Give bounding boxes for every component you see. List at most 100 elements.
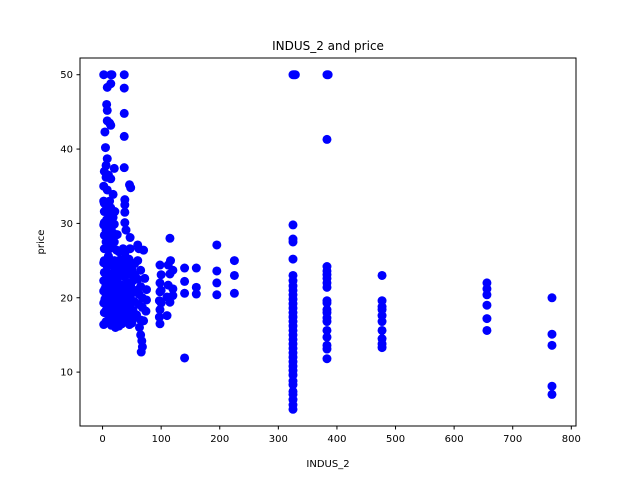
data-point xyxy=(119,131,129,141)
data-point xyxy=(165,233,175,243)
data-point xyxy=(102,105,112,115)
data-point xyxy=(377,343,387,353)
data-point xyxy=(322,298,332,308)
data-point xyxy=(126,183,136,193)
data-point xyxy=(100,143,110,153)
data-point xyxy=(108,189,118,199)
data-point xyxy=(377,317,387,327)
data-point xyxy=(107,70,117,80)
data-point xyxy=(99,70,109,80)
x-tick-label: 800 xyxy=(562,434,581,445)
data-point xyxy=(165,297,175,307)
data-point xyxy=(288,220,298,230)
data-point xyxy=(377,325,387,335)
data-point xyxy=(139,316,149,326)
data-point xyxy=(141,306,151,316)
data-point xyxy=(156,270,166,280)
data-point xyxy=(102,154,112,164)
data-point xyxy=(119,70,129,80)
data-point xyxy=(288,380,298,390)
data-point xyxy=(322,134,332,144)
x-tick-label: 600 xyxy=(445,434,464,445)
data-point xyxy=(547,340,557,350)
data-point xyxy=(212,278,222,288)
x-tick-label: 700 xyxy=(503,434,522,445)
data-point xyxy=(322,325,332,335)
data-point xyxy=(120,218,130,228)
data-point xyxy=(136,347,146,357)
data-point xyxy=(156,298,166,308)
x-tick-label: 200 xyxy=(210,434,229,445)
data-point xyxy=(155,305,165,315)
data-point xyxy=(229,288,239,298)
y-tick-label: 50 xyxy=(60,70,73,81)
data-point xyxy=(100,127,110,137)
data-point xyxy=(229,256,239,266)
y-tick-label: 40 xyxy=(60,145,73,156)
data-point xyxy=(212,290,222,300)
data-point xyxy=(290,70,300,80)
data-point xyxy=(99,320,109,330)
y-axis-label: price xyxy=(36,230,47,255)
data-point xyxy=(288,254,298,264)
data-point xyxy=(322,344,332,354)
x-tick-label: 400 xyxy=(327,434,346,445)
data-point xyxy=(547,389,557,399)
data-point xyxy=(322,354,332,364)
data-point xyxy=(229,270,239,280)
data-point xyxy=(322,332,332,342)
data-point xyxy=(165,269,175,279)
data-point xyxy=(109,163,119,173)
data-point xyxy=(155,260,165,270)
data-point xyxy=(323,70,333,80)
data-point xyxy=(482,325,492,335)
data-point xyxy=(139,245,149,255)
data-point xyxy=(105,244,115,254)
data-point xyxy=(142,295,151,305)
data-point xyxy=(140,273,150,283)
y-tick-label: 30 xyxy=(60,219,73,230)
data-point xyxy=(125,320,135,330)
data-point xyxy=(288,237,298,247)
y-tick-label: 10 xyxy=(60,368,73,379)
data-point xyxy=(180,263,190,273)
x-tick-label: 300 xyxy=(269,434,288,445)
data-points xyxy=(99,70,557,414)
data-point xyxy=(142,285,151,295)
data-point xyxy=(119,108,129,118)
data-point xyxy=(547,381,557,391)
data-point xyxy=(119,163,129,173)
x-axis-label: INDUS_2 xyxy=(306,459,349,470)
data-point xyxy=(120,207,130,217)
data-point xyxy=(162,311,172,321)
data-point xyxy=(155,278,165,288)
data-point xyxy=(180,353,190,363)
x-tick-label: 0 xyxy=(99,434,105,445)
data-point xyxy=(180,276,190,286)
data-point xyxy=(322,282,332,292)
y-tick-label: 20 xyxy=(60,293,73,304)
data-point xyxy=(212,266,222,276)
data-point xyxy=(110,322,120,332)
data-point xyxy=(155,319,165,329)
data-point xyxy=(120,200,130,210)
plot-frame xyxy=(79,57,577,427)
data-point xyxy=(119,83,129,93)
data-point xyxy=(121,225,131,235)
data-point xyxy=(112,230,122,240)
data-point xyxy=(125,233,135,243)
data-point xyxy=(191,263,201,273)
data-point xyxy=(288,404,298,414)
data-point xyxy=(155,287,165,297)
data-point xyxy=(168,284,178,294)
x-tick-label: 500 xyxy=(386,434,405,445)
data-point xyxy=(180,288,190,298)
data-point xyxy=(154,312,164,322)
data-point xyxy=(482,300,492,310)
data-point xyxy=(191,282,201,292)
chart-title: INDUS_2 and price xyxy=(272,39,384,53)
data-point xyxy=(377,270,387,280)
data-point xyxy=(212,240,222,250)
data-point xyxy=(322,317,332,327)
